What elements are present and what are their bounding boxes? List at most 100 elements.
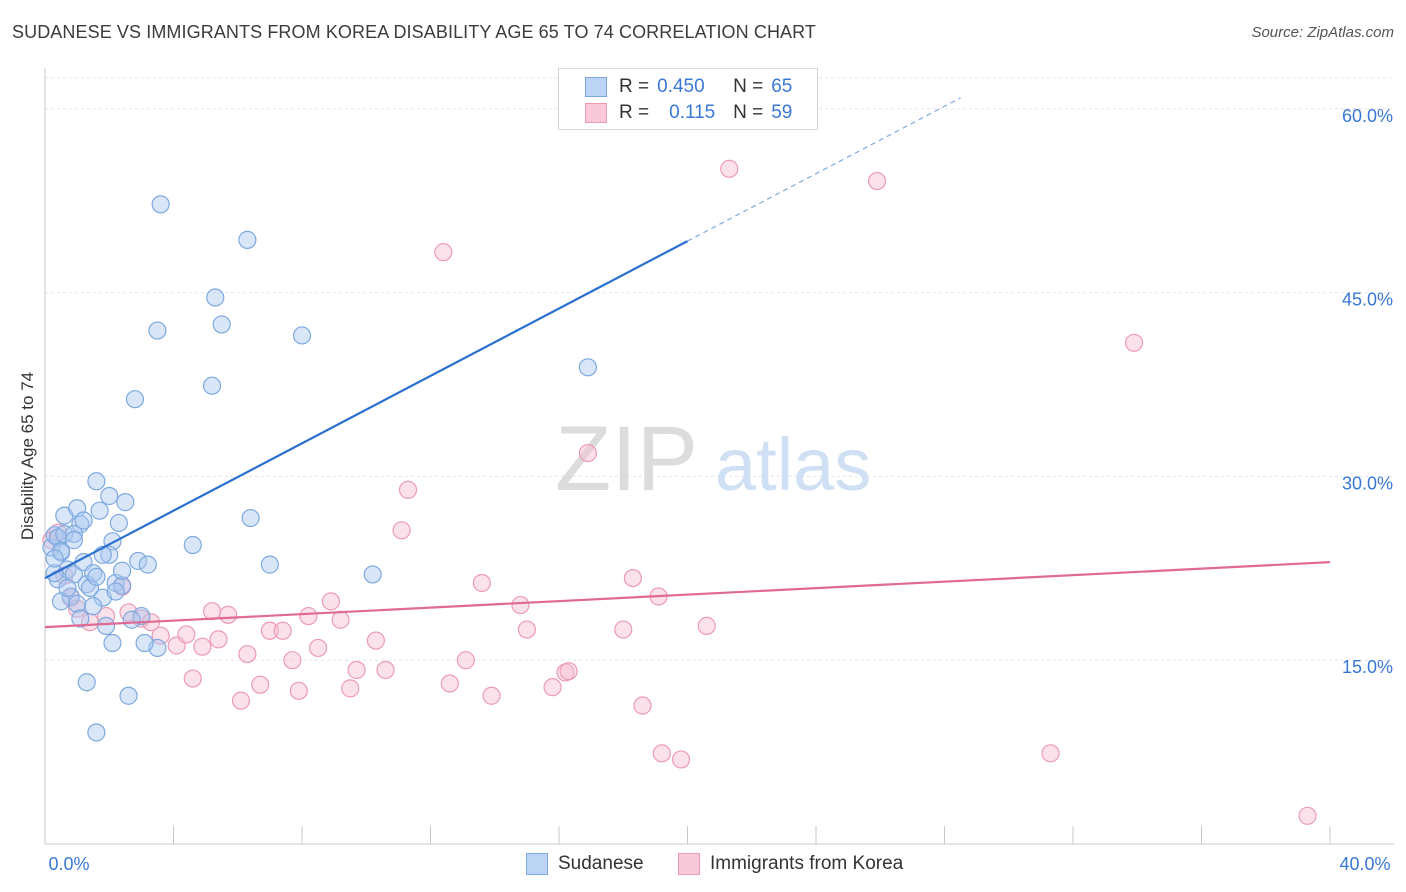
sudanese-point [202,376,222,395]
sudanese-point [241,508,260,528]
sudanese-point [77,673,96,692]
legend-n-value: 59 [771,102,793,123]
sudanese-point [74,511,93,530]
series-legend: Sudanese Immigrants from Korea [0,851,1406,879]
korea-point [177,625,196,644]
legend-n-label: N = [733,102,764,123]
axis-layer: 15.0% 30.0% 45.0% 60.0% 0.0% 40.0% [44,68,1394,874]
korea-point [456,651,475,670]
sudanese-point [292,326,312,345]
sudanese-point [64,531,84,550]
sudanese-point [87,567,106,586]
sudanese-point [260,555,279,574]
legend-label-korea: Immigrants from Korea [710,853,904,874]
korea-point [231,691,251,710]
legend-row-sudanese: R = 0.450 N = 65 [585,74,792,100]
sudanese-point [51,542,71,561]
sudanese-point [132,606,151,626]
korea-point [398,480,418,499]
sudanese-point [103,633,122,653]
korea-point [260,621,279,640]
korea-point [366,631,385,650]
legend-n-value: 65 [771,76,793,97]
korea-point [347,660,366,680]
korea-point [209,630,228,649]
sudanese-point [100,545,119,564]
sudanese-point [206,288,225,307]
sudanese-point [100,486,119,506]
sudanese-point [80,578,100,597]
sudanese-point [64,524,84,544]
korea-point [273,621,292,640]
legend-swatch-blue [526,853,548,875]
korea-point [482,686,501,705]
legend-r-value: 0.450 [657,76,705,97]
korea-point [517,620,536,639]
korea-point [511,595,530,615]
sudanese-point [106,582,125,601]
korea-point [434,243,453,262]
sudanese-point [71,609,90,628]
sudanese-trend-line [44,240,689,580]
sudanese-point [87,472,106,491]
legend-r-value: 0.115 [669,102,716,123]
korea-point [202,602,222,621]
sudanese-point [212,315,231,334]
korea-point [251,675,270,694]
sudanese-point [45,526,64,545]
legend-swatch-blue [585,77,607,97]
sudanese-point [96,616,116,635]
y-axis-label: Disability Age 65 to 74 [18,372,37,540]
sudanese-point [112,561,132,580]
korea-point [238,644,257,664]
sudanese-point [90,501,109,520]
watermark-zip: ZIP [555,408,698,510]
stats-legend: R = 0.450 N = 65 R = 0.115 N = 59 [558,68,818,130]
sudanese-point [58,578,77,597]
korea-point [1298,806,1317,825]
korea-point [308,638,328,658]
legend-item-korea: Immigrants from Korea [678,853,903,875]
y-tick-label: 30.0% [1342,473,1393,493]
sudanese-point [129,551,148,571]
korea-point [321,592,341,611]
legend-r-label: R = [619,76,650,97]
sudanese-point [125,390,145,409]
sudanese-point [151,195,170,214]
sudanese-point [87,723,106,742]
korea-point [299,606,318,626]
korea-point [697,616,716,635]
sudanese-point [116,493,135,512]
y-tick-label: 45.0% [1342,290,1393,310]
korea-point [543,678,562,697]
korea-point [614,620,633,639]
korea-point [652,744,671,763]
sudanese-point [183,535,202,555]
korea-point [671,750,691,769]
sudanese-point [55,524,74,544]
chart-title: SUDANESE VS IMMIGRANTS FROM KOREA DISABI… [12,22,817,42]
sudanese-point [148,321,167,340]
sudanese-point [122,610,141,629]
korea-point [633,696,652,715]
korea-point [1041,744,1060,763]
sudanese-point [109,513,128,533]
trend-layer [44,97,1331,629]
korea-point [472,573,491,593]
korea-point [623,568,642,588]
sudanese-points [42,195,598,742]
sudanese-point [68,594,87,613]
legend-row-korea: R = 0.115 N = 59 [585,100,792,126]
sudanese-point [578,358,598,377]
korea-point [193,637,212,656]
sudanese-point [84,597,103,616]
korea-point [1124,333,1144,352]
korea-point [183,669,202,688]
legend-r-label: R = [619,102,650,123]
sudanese-point [363,565,382,584]
legend-label-sudanese: Sudanese [558,853,644,874]
legend-swatch-pink [678,853,700,875]
sudanese-trend-extension [687,97,961,242]
chart-source: Source: ZipAtlas.com [1251,24,1394,41]
